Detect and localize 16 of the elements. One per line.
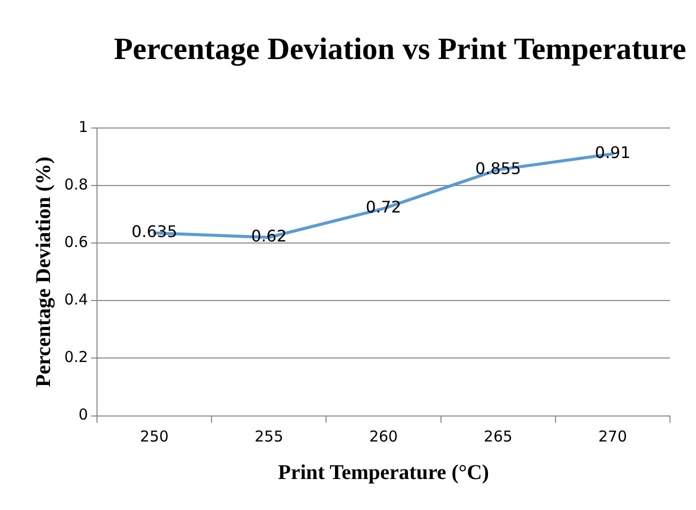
x-tick-label: 270 (598, 428, 628, 446)
x-tick-label: 265 (484, 428, 512, 446)
x-tick-label: 260 (369, 428, 398, 446)
x-tick-label: 255 (254, 428, 284, 446)
data-label: 0.91 (594, 143, 631, 162)
y-tick-label: 0.4 (64, 290, 88, 309)
x-axis-title: Print Temperature (°C) (278, 460, 490, 484)
y-tick-label: 1 (78, 118, 88, 136)
chart-title: Percentage Deviation vs Print Temperature (112, 30, 688, 68)
x-tick-label: 250 (140, 428, 169, 446)
y-tick-label: 0.6 (64, 233, 88, 252)
y-tick-label: 0.8 (64, 175, 88, 194)
y-tick-label: 0 (78, 406, 88, 424)
data-label: 0.635 (131, 222, 178, 242)
y-axis-title: Percentage Deviation (%) (31, 156, 56, 388)
y-tick-label: 0.2 (64, 348, 88, 366)
